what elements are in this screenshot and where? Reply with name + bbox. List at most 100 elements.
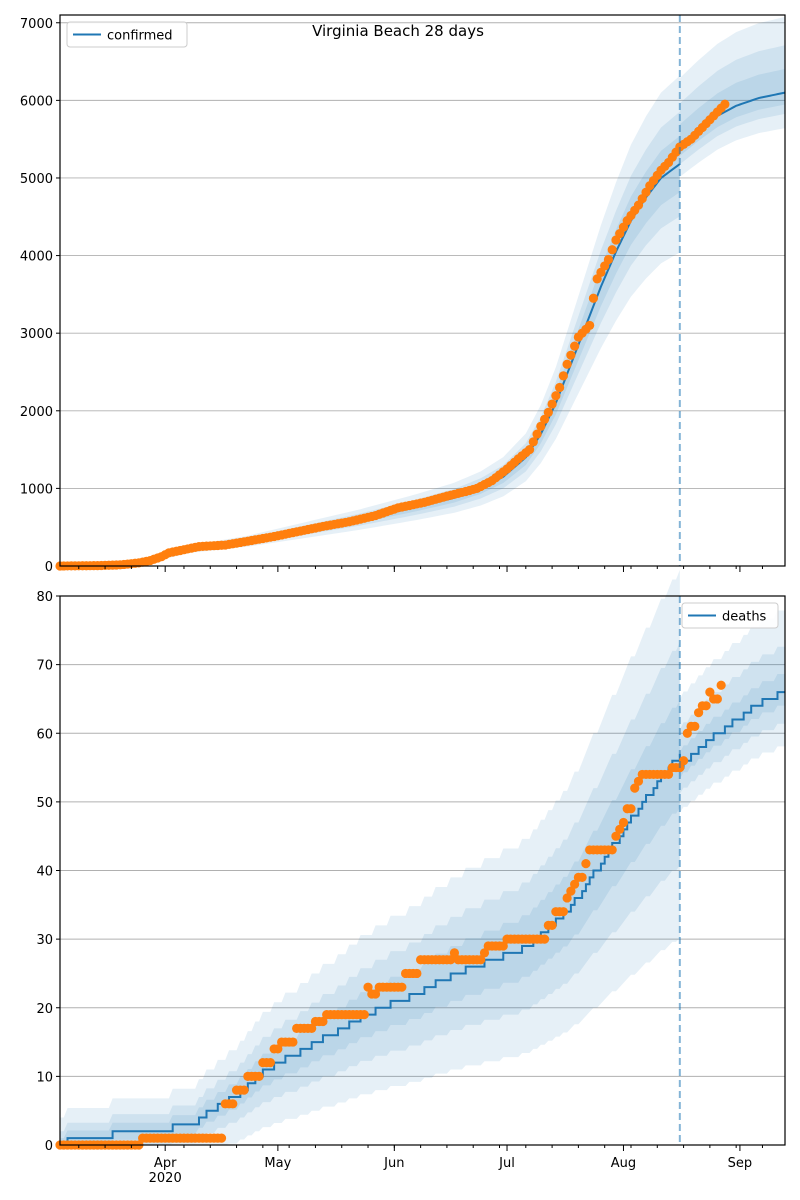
observed-point [570,341,580,351]
observed-point [712,694,722,704]
axes-frame [59,595,786,1146]
observed-point [585,320,595,331]
observed-point [694,708,704,718]
fit-uncertainty-band [60,75,680,566]
observed-point [701,701,711,711]
y-tick-label: 0 [45,560,53,575]
observed-point [547,920,557,931]
observed-point [528,437,538,447]
y-tick-label: 3000 [20,327,53,342]
y-tick-label: 5000 [20,172,53,187]
observed-point [288,1037,298,1047]
observed-point [363,982,373,992]
observed-point [577,872,587,882]
observed-point [359,1010,369,1020]
observed-point [562,359,572,369]
observed-point [479,948,490,958]
observed-point [558,371,568,381]
legend-label: deaths [722,610,767,625]
observed-point [532,429,542,439]
observed-point [239,1085,249,1095]
chart-title: Virginia Beach 28 days [312,22,484,40]
observed-point [626,804,636,814]
observed-point [543,407,553,417]
forecast-uncertainty-band [679,610,785,813]
observed-point [536,421,546,431]
x-tick-label: Sep [728,1156,753,1171]
observed-point [663,769,674,780]
y-tick-label: 30 [36,933,53,948]
x-tick-year-label: 2020 [149,1171,182,1186]
observed-point [603,254,614,265]
observed-point [562,893,572,903]
observed-point [539,934,550,944]
observed-point [476,955,486,965]
forecast-uncertainty-band [679,16,785,177]
observed-point [716,680,726,690]
observed-point [630,783,640,793]
observed-point [524,444,535,455]
y-tick-label: 80 [36,590,53,605]
observed-point [254,1071,264,1081]
observed-point [551,391,561,401]
observed-point [558,907,568,917]
observed-point [555,382,565,393]
model-forecast-line [679,691,785,769]
legend-box [66,21,188,48]
observed-point [611,831,621,841]
y-tick-label: 40 [36,865,53,880]
fit-uncertainty-band [60,569,680,1145]
observed-point [446,955,456,965]
y-tick-label: 70 [36,659,53,674]
observed-point [618,817,629,828]
legend: confirmed [66,21,188,48]
forecast-uncertainty-band [679,68,785,156]
observed-point [607,845,617,855]
legend: deaths [681,602,779,629]
observed-point [678,756,689,766]
observed-point [265,1058,275,1068]
observed-point [397,982,407,992]
observed-point [547,399,557,409]
observed-point [318,1016,328,1027]
confirmed-axes: 0 1000 2000 3000 4000 5000 6000 7000 confirmed [20,14,786,575]
observed-point [570,879,580,889]
x-tick-label: Jun [383,1156,404,1171]
observed-point [449,948,460,958]
forecast-uncertainty-band [679,45,785,165]
model-fit-line [60,753,681,1146]
x-tick-label: May [264,1156,291,1171]
legend-label: confirmed [107,29,173,44]
observed-point [581,859,591,869]
x-tick-label: Aug [611,1156,636,1171]
y-tick-label: 4000 [20,250,53,265]
observed-point [566,350,576,360]
observed-point [588,293,599,303]
y-tick-label: 1000 [20,482,53,497]
observed-point [633,776,644,786]
observed-point [216,1133,227,1143]
y-tick-label: 10 [36,1070,53,1085]
fit-uncertainty-band [60,642,680,1145]
observed-point [682,728,692,738]
observed-point [720,99,730,109]
y-tick-label: 0 [45,1139,53,1154]
axes-frame [59,14,786,567]
observed-point [498,941,508,951]
y-tick-label: 6000 [20,94,53,109]
y-tick-label: 7000 [20,17,53,32]
observed-point [370,989,381,999]
y-tick-label: 60 [36,727,53,742]
observed-point [539,414,550,424]
y-tick-label: 50 [36,796,53,811]
observed-point [705,687,715,697]
observed-point [690,721,700,731]
x-tick-label: Apr [154,1156,177,1171]
observed-point [615,824,625,834]
observed-point [566,886,576,896]
y-tick-label: 2000 [20,405,53,420]
observed-point [607,245,617,255]
x-tick-label: Jul [498,1156,515,1171]
